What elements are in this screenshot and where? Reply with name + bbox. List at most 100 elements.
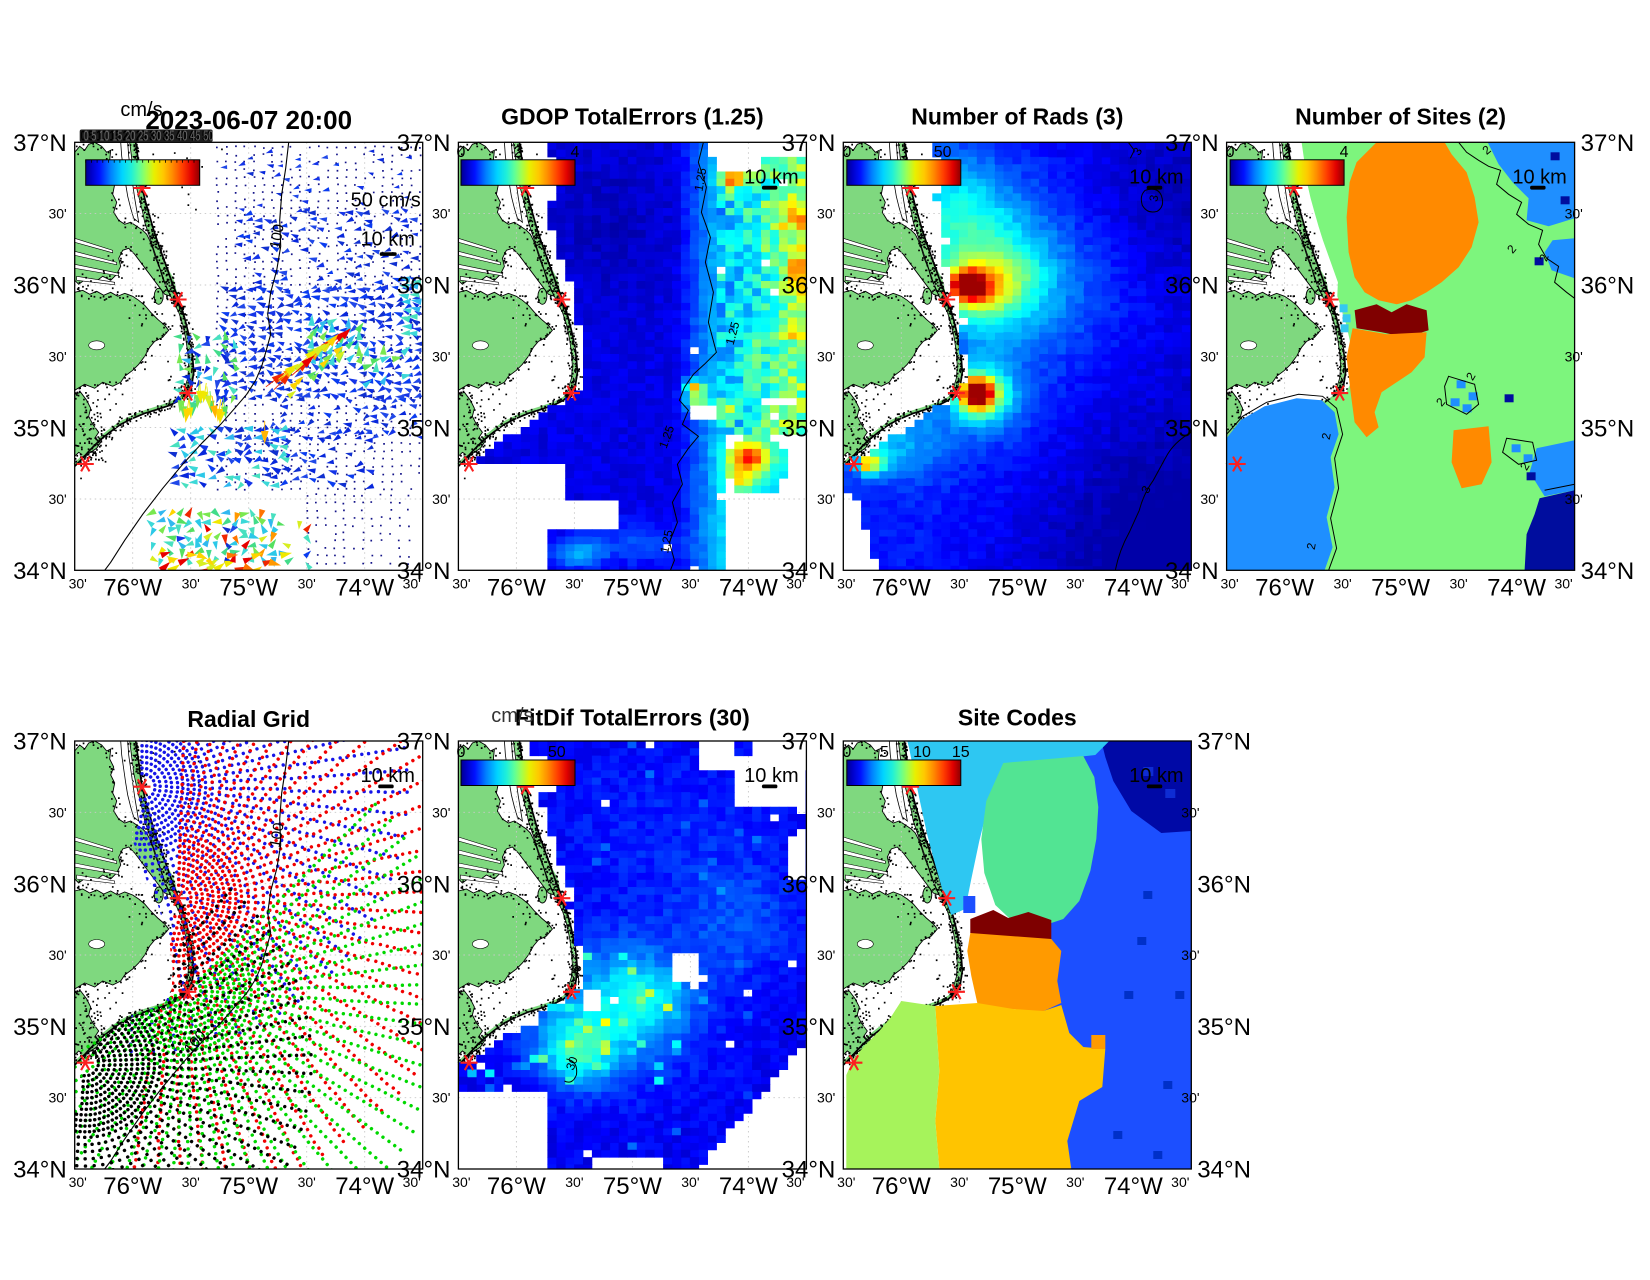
svg-text:36°N: 36°N	[397, 871, 451, 898]
svg-text:30': 30'	[817, 947, 835, 963]
svg-text:30': 30'	[1200, 491, 1218, 507]
svg-text:30': 30'	[48, 348, 66, 364]
svg-text:30: 30	[563, 1054, 581, 1072]
svg-text:75°W: 75°W	[603, 1173, 662, 1200]
svg-text:10: 10	[913, 744, 931, 761]
svg-text:50: 50	[934, 144, 952, 161]
svg-text:30': 30'	[48, 804, 66, 820]
svg-text:0: 0	[457, 144, 466, 161]
svg-text:Number of Sites (2): Number of Sites (2)	[1295, 104, 1506, 130]
svg-text:35°N: 35°N	[782, 1014, 836, 1041]
svg-text:75°W: 75°W	[988, 574, 1047, 601]
svg-text:2: 2	[1319, 431, 1334, 440]
svg-text:0 5 10 15 20 25 30 35 40 45 50: 0 5 10 15 20 25 30 35 40 45 50	[84, 128, 214, 145]
svg-text:30': 30'	[1066, 575, 1084, 591]
svg-text:30': 30'	[403, 575, 421, 591]
svg-text:10 km: 10 km	[1512, 166, 1566, 188]
svg-text:100: 100	[267, 821, 288, 849]
svg-text:30': 30'	[950, 1174, 968, 1190]
svg-text:30': 30'	[817, 206, 835, 222]
svg-text:34°N: 34°N	[1165, 558, 1219, 585]
svg-text:30': 30'	[432, 1090, 450, 1106]
svg-text:30: 30	[568, 963, 585, 980]
svg-text:30': 30'	[817, 348, 835, 364]
svg-text:30': 30'	[1181, 1090, 1199, 1106]
svg-text:2: 2	[514, 144, 523, 161]
svg-text:30': 30'	[298, 575, 316, 591]
svg-text:30': 30'	[1565, 491, 1583, 507]
svg-text:30': 30'	[69, 575, 87, 591]
svg-text:34°N: 34°N	[397, 1157, 451, 1184]
svg-text:10 km: 10 km	[744, 166, 798, 188]
svg-text:30': 30'	[1200, 206, 1218, 222]
svg-text:30': 30'	[1171, 1174, 1189, 1190]
svg-text:74°W: 74°W	[1104, 1173, 1163, 1200]
svg-text:37°N: 37°N	[397, 130, 451, 157]
svg-text:30': 30'	[1565, 206, 1583, 222]
svg-text:37°N: 37°N	[13, 130, 67, 157]
svg-text:30': 30'	[1565, 348, 1583, 364]
svg-text:30': 30'	[452, 575, 470, 591]
svg-text:30': 30'	[1333, 575, 1351, 591]
svg-text:75°W: 75°W	[988, 1173, 1047, 1200]
svg-text:76°W: 76°W	[103, 1173, 162, 1200]
svg-text:74°W: 74°W	[335, 1173, 394, 1200]
svg-text:75°W: 75°W	[219, 574, 278, 601]
svg-text:76°W: 76°W	[872, 1173, 931, 1200]
svg-text:37°N: 37°N	[397, 729, 451, 756]
svg-text:30': 30'	[1066, 1174, 1084, 1190]
svg-text:30': 30'	[817, 491, 835, 507]
svg-text:30': 30'	[1200, 348, 1218, 364]
svg-text:30': 30'	[48, 491, 66, 507]
svg-text:34°N: 34°N	[782, 558, 836, 585]
svg-text:30': 30'	[432, 804, 450, 820]
svg-text:4: 4	[571, 144, 580, 161]
svg-text:34°N: 34°N	[782, 1157, 836, 1184]
svg-text:74°W: 74°W	[719, 1173, 778, 1200]
svg-text:34°N: 34°N	[13, 1157, 67, 1184]
svg-text:50: 50	[548, 744, 566, 761]
svg-text:10 km: 10 km	[1129, 765, 1183, 787]
svg-text:30': 30'	[950, 575, 968, 591]
svg-text:76°W: 76°W	[487, 574, 546, 601]
svg-text:30': 30'	[1181, 947, 1199, 963]
svg-text:10 km: 10 km	[744, 765, 798, 787]
svg-text:30': 30'	[1449, 575, 1467, 591]
svg-text:30': 30'	[565, 1174, 583, 1190]
svg-text:35°N: 35°N	[397, 415, 451, 442]
svg-text:Number of Rads (3): Number of Rads (3)	[911, 104, 1123, 130]
svg-text:30': 30'	[48, 947, 66, 963]
svg-text:0: 0	[842, 744, 851, 761]
svg-text:30': 30'	[786, 575, 804, 591]
svg-text:35°N: 35°N	[782, 415, 836, 442]
svg-text:30': 30'	[817, 1090, 835, 1106]
svg-text:50 cm/s: 50 cm/s	[351, 189, 421, 211]
svg-text:76°W: 76°W	[872, 574, 931, 601]
svg-text:30': 30'	[182, 575, 200, 591]
svg-text:30': 30'	[681, 1174, 699, 1190]
svg-text:1.25: 1.25	[723, 320, 743, 346]
svg-text:1.25: 1.25	[657, 528, 676, 554]
svg-text:30': 30'	[452, 1174, 470, 1190]
svg-text:15: 15	[952, 744, 970, 761]
svg-text:34°N: 34°N	[13, 558, 67, 585]
svg-text:5: 5	[880, 744, 889, 761]
svg-text:30': 30'	[817, 804, 835, 820]
svg-text:30': 30'	[298, 1174, 316, 1190]
svg-text:34°N: 34°N	[1581, 558, 1635, 585]
svg-text:76°W: 76°W	[1255, 574, 1314, 601]
svg-text:30': 30'	[432, 348, 450, 364]
svg-text:75°W: 75°W	[603, 574, 662, 601]
svg-text:30': 30'	[182, 1174, 200, 1190]
svg-text:1.25: 1.25	[692, 167, 710, 193]
svg-text:35°N: 35°N	[1581, 415, 1635, 442]
svg-text:30': 30'	[48, 1090, 66, 1106]
svg-text:36°N: 36°N	[397, 273, 451, 300]
svg-text:30': 30'	[1554, 575, 1572, 591]
svg-text:36°N: 36°N	[13, 273, 67, 300]
svg-text:30': 30'	[403, 1174, 421, 1190]
svg-text:30': 30'	[565, 575, 583, 591]
svg-text:GDOP TotalErrors (1.25): GDOP TotalErrors (1.25)	[501, 104, 763, 130]
svg-text:2: 2	[1536, 252, 1552, 263]
svg-text:35°N: 35°N	[1165, 415, 1219, 442]
